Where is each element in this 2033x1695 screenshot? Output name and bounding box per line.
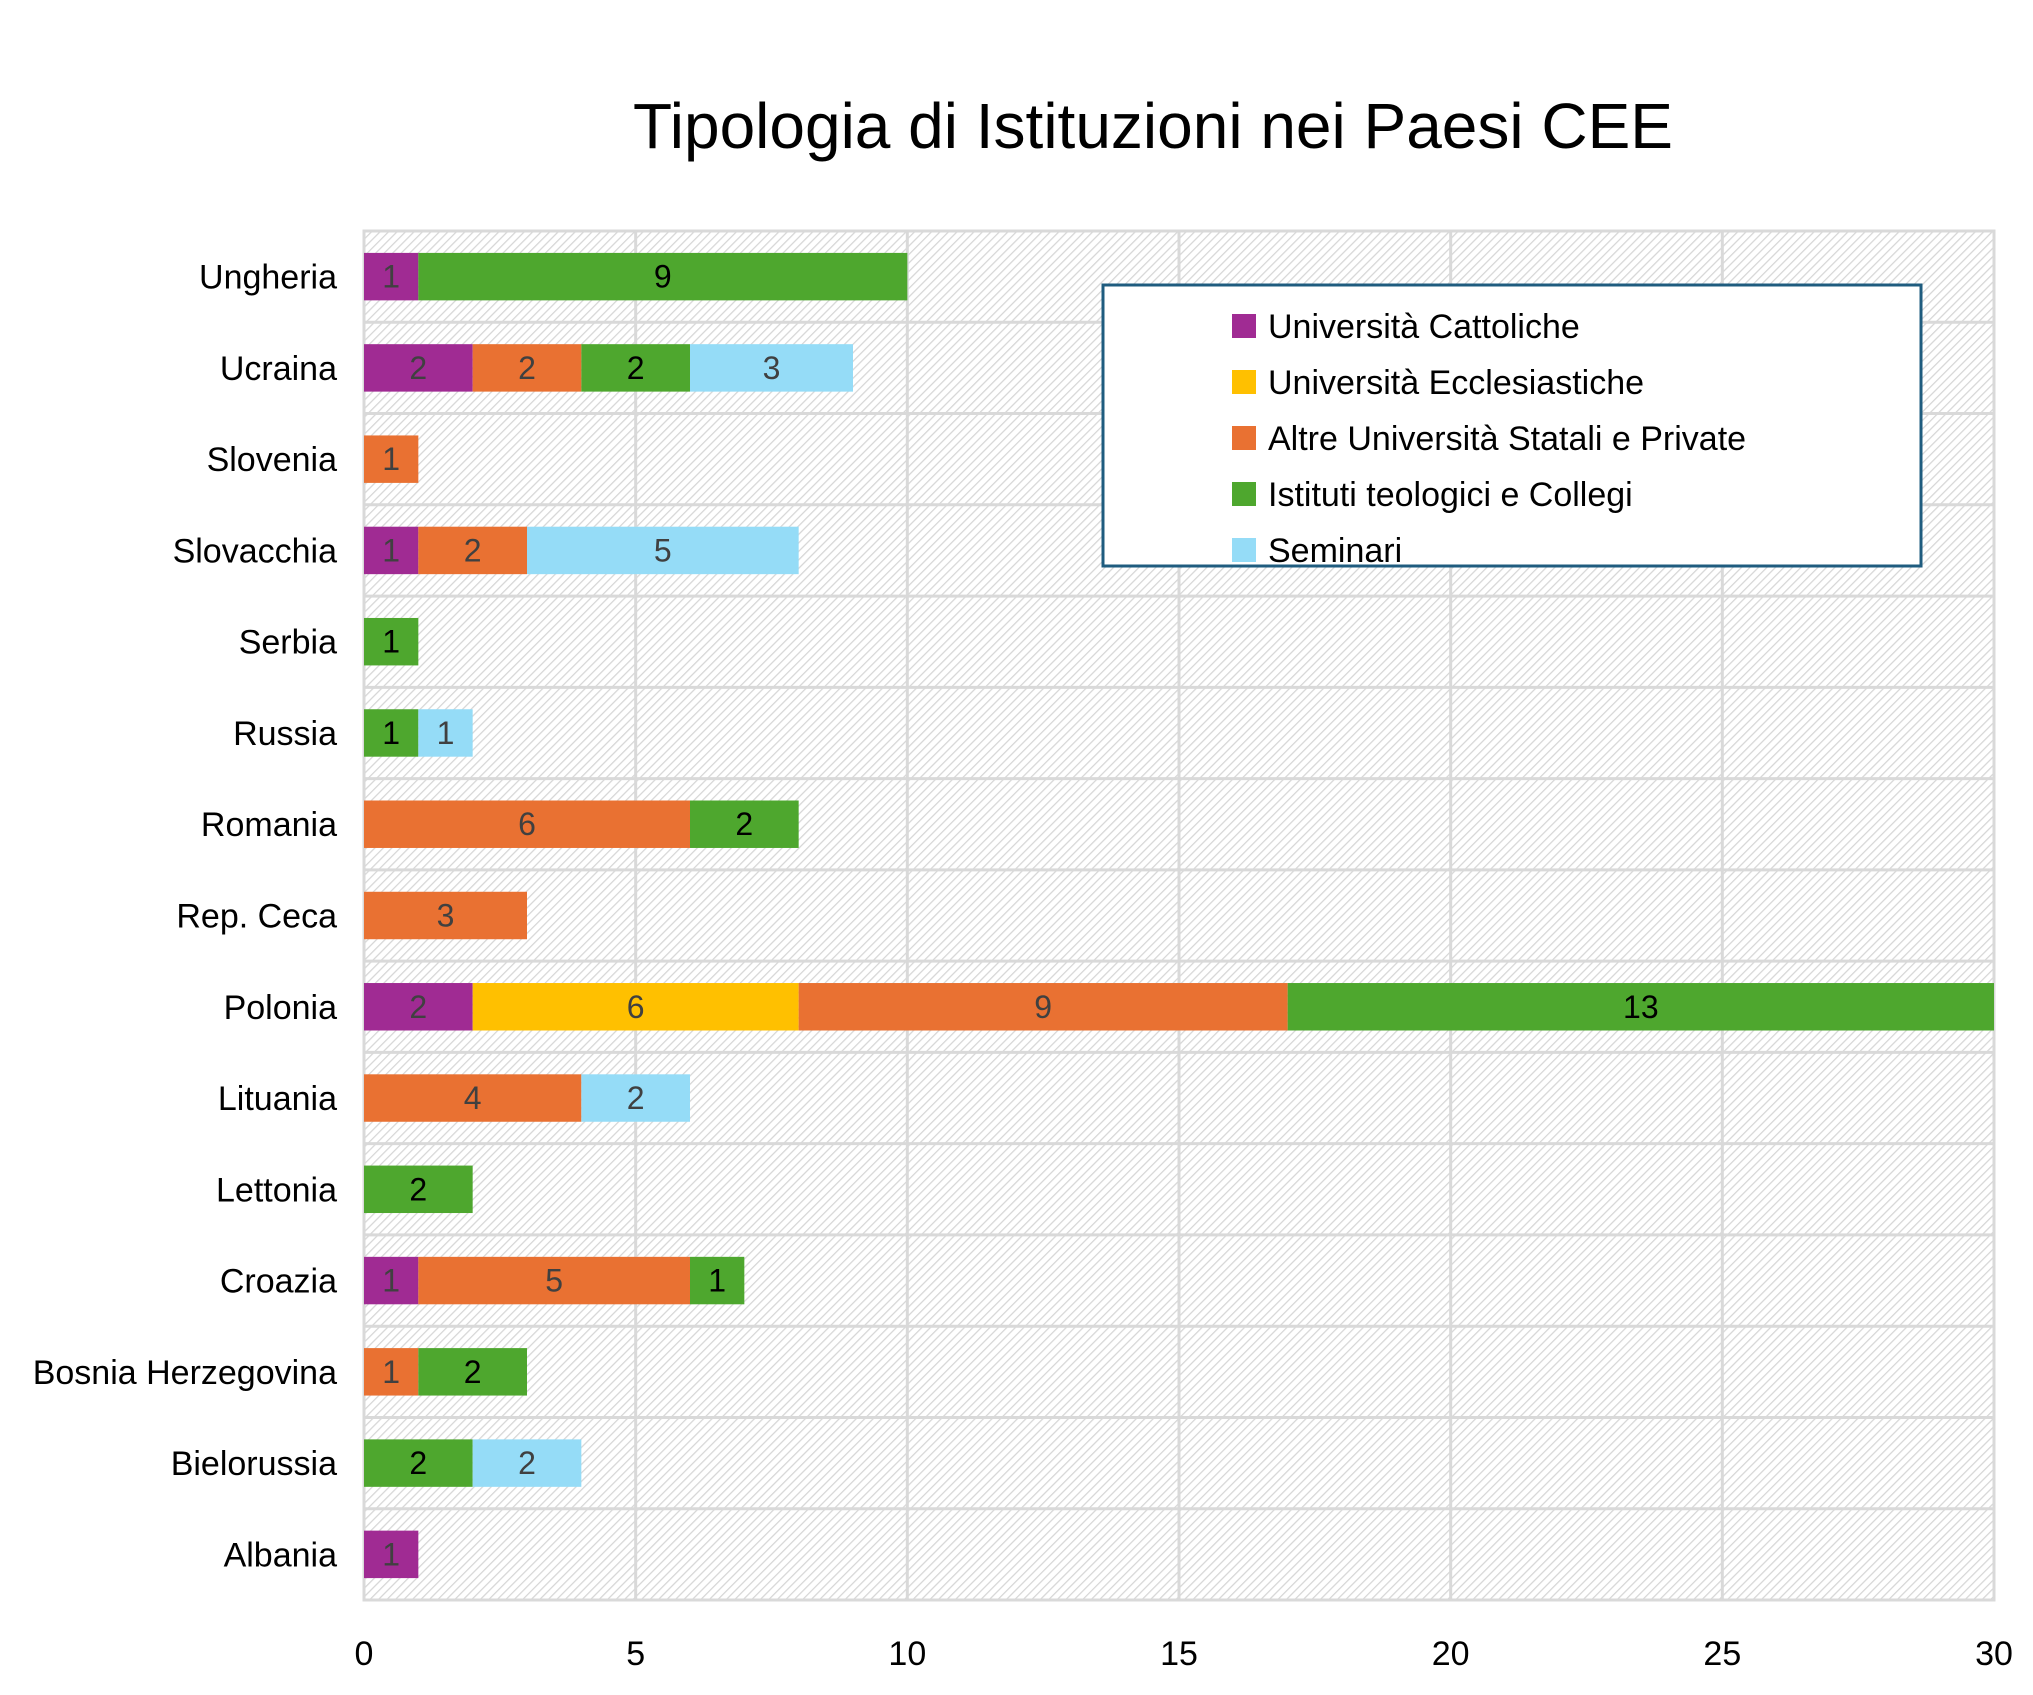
data-label: 6 — [627, 989, 645, 1025]
data-label: 2 — [464, 1354, 482, 1390]
legend-swatch — [1232, 314, 1256, 338]
data-label: 1 — [382, 1354, 400, 1390]
x-tick-label: 20 — [1432, 1635, 1470, 1673]
bar-segment — [364, 252, 419, 301]
data-label: 9 — [654, 259, 672, 295]
bar-segment — [472, 1439, 582, 1487]
data-label: 1 — [382, 441, 400, 477]
bar-segment — [364, 1530, 419, 1579]
bar-segment — [418, 1256, 690, 1305]
category-label: Lituania — [218, 1080, 337, 1118]
legend-label: Seminari — [1268, 532, 1402, 570]
data-label: 1 — [382, 532, 400, 568]
bar-segment — [690, 1256, 745, 1305]
bar-segment — [418, 709, 473, 757]
data-label: 2 — [409, 989, 427, 1025]
bar-segment — [364, 1348, 419, 1396]
bar-segment — [690, 344, 853, 392]
x-tick-label: 10 — [888, 1635, 926, 1673]
category-label: Russia — [233, 715, 337, 753]
data-label: 1 — [382, 1263, 400, 1299]
x-tick-label: 30 — [1975, 1635, 2013, 1673]
category-label: Bielorussia — [171, 1445, 337, 1483]
bar-segment — [364, 709, 419, 757]
data-label: 2 — [518, 1445, 536, 1481]
legend-swatch — [1232, 538, 1256, 562]
category-label: Ucraina — [220, 350, 337, 388]
legend-label: Altre Università Statali e Private — [1268, 420, 1746, 458]
bar-segment — [690, 800, 799, 848]
bar-segment — [472, 983, 799, 1031]
data-label: 3 — [437, 898, 455, 934]
bar-segment — [472, 344, 582, 392]
data-label: 1 — [382, 624, 400, 660]
data-label: 13 — [1623, 989, 1659, 1025]
data-label: 1 — [382, 1536, 400, 1572]
bar-segment — [364, 617, 419, 666]
data-label: 2 — [627, 350, 645, 386]
legend-label: Università Ecclesiastiche — [1268, 364, 1644, 402]
category-label: Bosnia Herzegovina — [33, 1354, 337, 1392]
category-label: Albania — [224, 1536, 338, 1574]
data-label: 6 — [518, 806, 536, 842]
bar-segment — [364, 1074, 582, 1122]
data-label: 4 — [464, 1080, 482, 1116]
bar-segment — [364, 983, 473, 1031]
bar-segment — [418, 1348, 527, 1396]
category-label: Lettonia — [216, 1171, 337, 1209]
category-label: Slovenia — [207, 441, 338, 479]
bar-segment — [798, 983, 1288, 1031]
bar-segment — [364, 1439, 473, 1487]
category-label: Romania — [201, 806, 337, 844]
bar-segment — [581, 344, 690, 392]
data-label: 2 — [464, 532, 482, 568]
bar-segment — [418, 252, 908, 301]
data-label: 2 — [518, 350, 536, 386]
bar-segment — [418, 526, 527, 575]
category-label: Croazia — [220, 1263, 337, 1301]
x-tick-label: 15 — [1160, 1635, 1198, 1673]
data-label: 2 — [409, 1445, 427, 1481]
data-label: 9 — [1034, 989, 1052, 1025]
data-label: 1 — [708, 1263, 726, 1299]
data-label: 1 — [382, 259, 400, 295]
bar-segment — [364, 1165, 473, 1214]
x-tick-label: 5 — [626, 1635, 645, 1673]
legend-swatch — [1232, 426, 1256, 450]
data-label: 2 — [409, 1171, 427, 1207]
chart-title: Tipologia di Istituzioni nei Paesi CEE — [633, 90, 1673, 162]
bar-segment — [364, 435, 419, 483]
x-tick-label: 25 — [1703, 1635, 1741, 1673]
legend-label: Università Cattoliche — [1268, 308, 1580, 346]
category-label: Serbia — [239, 624, 337, 662]
bar-segment — [364, 526, 419, 575]
data-label: 2 — [735, 806, 753, 842]
bar-segment — [364, 1256, 419, 1305]
legend-swatch — [1232, 482, 1256, 506]
data-label: 3 — [763, 350, 781, 386]
data-label: 5 — [654, 532, 672, 568]
data-label: 1 — [382, 715, 400, 751]
bar-segment — [1287, 983, 1994, 1031]
bar-segment — [364, 344, 473, 392]
category-label: Slovacchia — [173, 532, 338, 570]
category-label: Rep. Ceca — [176, 898, 337, 936]
category-label: Polonia — [224, 989, 338, 1027]
legend-swatch — [1232, 370, 1256, 394]
bar-segment — [364, 800, 690, 848]
data-label: 1 — [437, 715, 455, 751]
category-label: Ungheria — [199, 259, 337, 297]
bar-segment — [364, 891, 527, 940]
data-label: 5 — [545, 1263, 563, 1299]
x-tick-label: 0 — [355, 1635, 374, 1673]
bar-segment — [581, 1074, 690, 1122]
legend-label: Istituti teologici e Collegi — [1268, 476, 1633, 514]
data-label: 2 — [409, 350, 427, 386]
legend: Università Cattoliche Università Ecclesia… — [1101, 283, 1923, 570]
data-label: 2 — [627, 1080, 645, 1116]
bar-segment — [527, 526, 799, 575]
